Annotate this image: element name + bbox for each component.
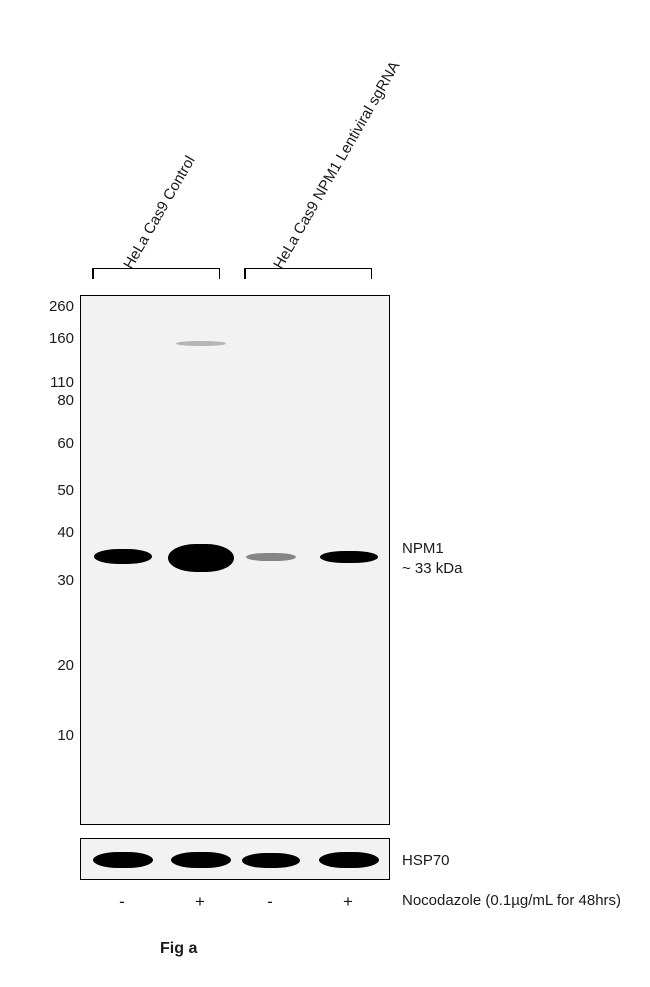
loading-label-hsp70: HSP70 xyxy=(402,852,450,869)
blot-band xyxy=(94,549,152,564)
mw-marker-160: 160 xyxy=(40,330,74,347)
mw-marker-10: 10 xyxy=(40,727,74,744)
blot-band xyxy=(93,852,153,868)
blot-band xyxy=(319,852,379,868)
mw-marker-260: 260 xyxy=(40,298,74,315)
mw-marker-50: 50 xyxy=(40,482,74,499)
target-size-npm1: ~ 33 kDa xyxy=(402,560,462,577)
bracket-control xyxy=(92,268,220,269)
treatment-lane-3: - xyxy=(260,892,280,912)
blot-band xyxy=(176,341,226,346)
sample-label-knockdown: HeLa Cas9 NPM1 Lentiviral sgRNA xyxy=(270,58,403,272)
blot-band xyxy=(168,544,234,572)
mw-marker-30: 30 xyxy=(40,572,74,589)
bracket-knockdown xyxy=(244,268,372,269)
treatment-label: Nocodazole (0.1µg/mL for 48hrs) xyxy=(402,892,621,909)
blot-band xyxy=(320,551,378,563)
mw-marker-40: 40 xyxy=(40,524,74,541)
blot-band xyxy=(246,553,296,561)
blot-band xyxy=(242,853,300,868)
mw-marker-110: 110 xyxy=(40,374,74,391)
western-blot-main xyxy=(80,295,390,825)
mw-marker-80: 80 xyxy=(40,392,74,409)
western-blot-loading-control xyxy=(80,838,390,880)
mw-marker-60: 60 xyxy=(40,435,74,452)
sample-label-control: HeLa Cas9 Control xyxy=(120,153,199,272)
treatment-lane-1: - xyxy=(112,892,132,912)
mw-marker-20: 20 xyxy=(40,657,74,674)
blot-band xyxy=(171,852,231,868)
treatment-lane-2: + xyxy=(190,892,210,912)
figure-caption: Fig a xyxy=(160,940,197,958)
target-label-npm1: NPM1 xyxy=(402,540,444,557)
treatment-lane-4: + xyxy=(338,892,358,912)
